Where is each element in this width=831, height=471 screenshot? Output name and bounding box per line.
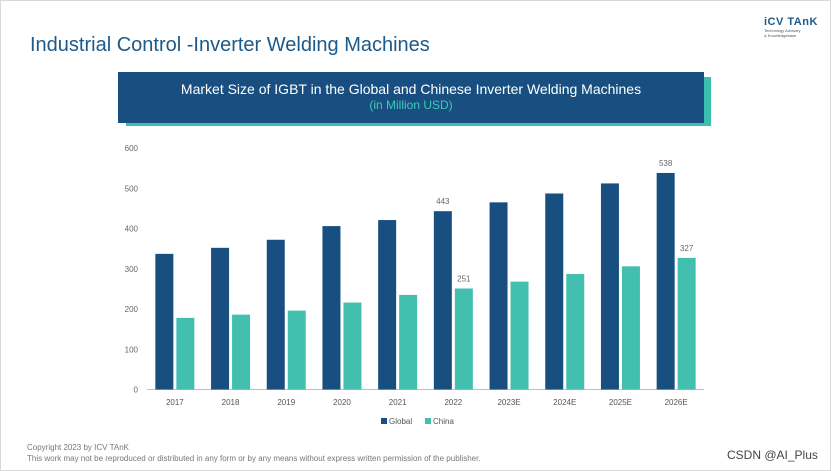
bar-global-2024E — [545, 193, 564, 390]
chart-title: Market Size of IGBT in the Global and Ch… — [180, 81, 642, 97]
legend-swatch-china — [425, 418, 431, 424]
bar-global-2017 — [155, 253, 174, 390]
data-label: 251 — [457, 274, 471, 283]
watermark: CSDN @AI_Plus — [727, 448, 818, 462]
y-tick-label: 400 — [125, 225, 139, 234]
bar-china-2023E — [510, 281, 529, 390]
legend-label-global: Global — [389, 417, 412, 426]
copyright-line-2: This work may not be reproduced or distr… — [27, 454, 481, 463]
bar-china-2024E — [566, 273, 585, 390]
bar-china-2026E — [677, 257, 696, 390]
logo-tagline-2: & Knowledgebase — [764, 33, 797, 38]
x-tick-label: 2019 — [277, 398, 295, 407]
x-tick-label: 2018 — [222, 398, 240, 407]
bar-china-2017 — [176, 317, 195, 390]
y-tick-label: 600 — [125, 144, 139, 153]
bar-global-2020 — [322, 226, 341, 390]
x-tick-label: 2021 — [389, 398, 407, 407]
chart-title-banner: Market Size of IGBT in the Global and Ch… — [118, 72, 704, 123]
x-tick-label: 2020 — [333, 398, 351, 407]
x-tick-label: 2023E — [497, 398, 520, 407]
copyright-line-1: Copyright 2023 by ICV TAnK — [27, 443, 129, 452]
page-title: Industrial Control -Inverter Welding Mac… — [30, 34, 430, 56]
y-tick-label: 300 — [125, 265, 139, 274]
y-tick-label: 500 — [125, 184, 139, 193]
logo-name: iCV TAnK — [764, 16, 818, 28]
bar-global-2018 — [211, 247, 230, 390]
bar-global-2019 — [266, 239, 285, 390]
bar-china-2021 — [399, 294, 418, 390]
bar-global-2021 — [378, 220, 397, 390]
data-label: 538 — [659, 159, 673, 168]
x-tick-label: 2022 — [444, 398, 462, 407]
bar-china-2018 — [232, 314, 251, 390]
logo: iCV TAnK Technology Advisory & Knowledge… — [764, 16, 824, 38]
x-tick-label: 2017 — [166, 398, 184, 407]
bar-global-2026E — [656, 172, 675, 390]
y-tick-label: 0 — [134, 386, 139, 395]
x-tick-label: 2026E — [665, 398, 688, 407]
legend-label-china: China — [433, 417, 454, 426]
chart-subtitle: (in Million USD) — [369, 98, 453, 112]
bar-global-2022 — [433, 211, 452, 390]
x-tick-label: 2024E — [553, 398, 576, 407]
data-label: 327 — [680, 244, 694, 253]
data-label: 443 — [436, 197, 450, 206]
bar-global-2023E — [489, 202, 508, 390]
bar-global-2025E — [600, 183, 619, 390]
copyright: Copyright 2023 by ICV TAnK This work may… — [27, 442, 481, 464]
y-tick-label: 200 — [125, 305, 139, 314]
bar-china-2022 — [454, 288, 473, 390]
logo-tagline-1: Technology Advisory — [764, 28, 801, 33]
legend-swatch-global — [381, 418, 387, 424]
bar-china-2020 — [343, 302, 362, 390]
y-tick-label: 100 — [125, 345, 139, 354]
bar-china-2025E — [621, 266, 640, 390]
bar-china-2019 — [287, 310, 306, 390]
x-tick-label: 2025E — [609, 398, 632, 407]
